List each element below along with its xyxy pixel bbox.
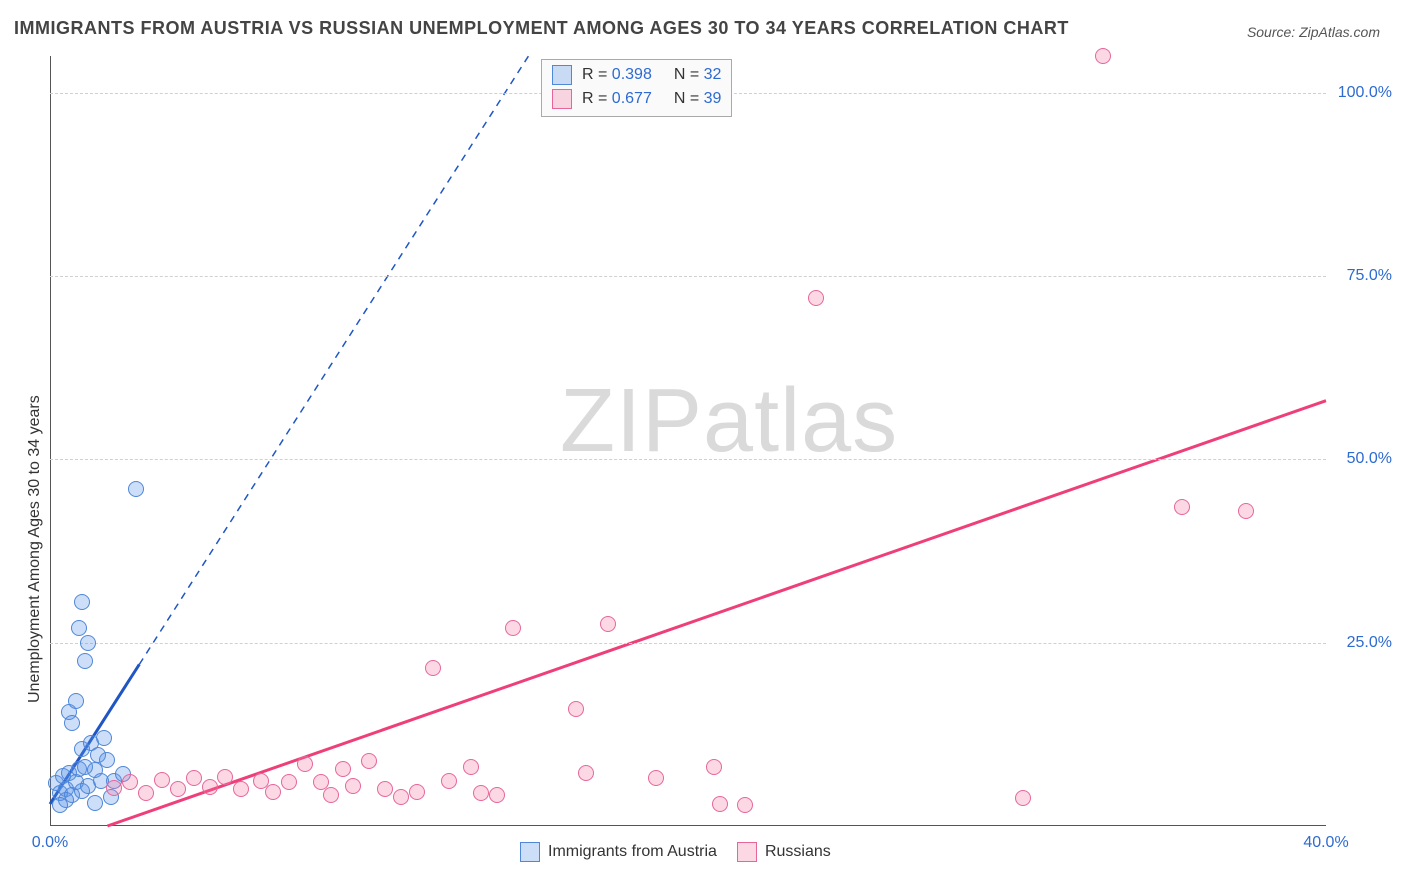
gridline [50, 643, 1326, 644]
y-tick-label: 25.0% [1332, 634, 1392, 652]
scatter-point [83, 735, 99, 751]
scatter-point [138, 785, 154, 801]
series-legend-item: Russians [737, 842, 831, 862]
x-tick-label-max: 40.0% [1303, 834, 1348, 852]
series-legend-label: Immigrants from Austria [548, 843, 717, 861]
scatter-point [712, 796, 728, 812]
scatter-point [186, 770, 202, 786]
scatter-point [80, 635, 96, 651]
scatter-point [1095, 48, 1111, 64]
scatter-point [505, 620, 521, 636]
scatter-point [489, 787, 505, 803]
series-legend: Immigrants from Austria Russians [520, 842, 831, 862]
scatter-point [233, 781, 249, 797]
legend-swatch [520, 842, 540, 862]
y-tick-label: 75.0% [1332, 267, 1392, 285]
trend-lines-layer [50, 56, 1326, 826]
series-legend-item: Immigrants from Austria [520, 842, 717, 862]
scatter-point [1238, 503, 1254, 519]
legend-n-value: N = 32 [674, 63, 722, 87]
legend-swatch [552, 65, 572, 85]
scatter-point [253, 773, 269, 789]
scatter-point [128, 481, 144, 497]
scatter-point [473, 785, 489, 801]
scatter-point [74, 594, 90, 610]
scatter-point [393, 789, 409, 805]
trend-line-dashed [139, 56, 528, 664]
scatter-point [217, 769, 233, 785]
y-tick-label: 50.0% [1332, 450, 1392, 468]
scatter-point [345, 778, 361, 794]
scatter-point [578, 765, 594, 781]
scatter-point [202, 779, 218, 795]
scatter-point [808, 290, 824, 306]
scatter-point [425, 660, 441, 676]
scatter-point [648, 770, 664, 786]
scatter-point [71, 620, 87, 636]
scatter-point [297, 756, 313, 772]
stats-legend: R = 0.398 N = 32 R = 0.677 N = 39 [541, 59, 732, 117]
scatter-point [99, 752, 115, 768]
scatter-point [77, 653, 93, 669]
scatter-point [737, 797, 753, 813]
scatter-point [281, 774, 297, 790]
scatter-point [87, 795, 103, 811]
gridline [50, 276, 1326, 277]
stats-legend-row: R = 0.677 N = 39 [552, 87, 721, 111]
scatter-point [361, 753, 377, 769]
scatter-point [170, 781, 186, 797]
scatter-point [409, 784, 425, 800]
gridline [50, 459, 1326, 460]
scatter-point [441, 773, 457, 789]
scatter-point [154, 772, 170, 788]
scatter-point [1174, 499, 1190, 515]
scatter-point [68, 693, 84, 709]
chart-plot-area: ZIPatlas 25.0%50.0%75.0%100.0%0.0%40.0% [50, 56, 1326, 826]
y-axis-label: Unemployment Among Ages 30 to 34 years [26, 395, 44, 703]
legend-swatch [552, 89, 572, 109]
scatter-point [706, 759, 722, 775]
scatter-point [52, 797, 68, 813]
scatter-point [568, 701, 584, 717]
source-citation: Source: ZipAtlas.com [1247, 24, 1380, 40]
x-tick-label-min: 0.0% [32, 834, 68, 852]
scatter-point [323, 787, 339, 803]
stats-legend-row: R = 0.398 N = 32 [552, 63, 721, 87]
scatter-point [265, 784, 281, 800]
scatter-point [122, 774, 138, 790]
scatter-point [64, 715, 80, 731]
y-tick-label: 100.0% [1332, 84, 1392, 102]
scatter-point [106, 780, 122, 796]
series-legend-label: Russians [765, 843, 831, 861]
legend-n-value: N = 39 [674, 87, 722, 111]
scatter-point [377, 781, 393, 797]
scatter-point [335, 761, 351, 777]
scatter-point [600, 616, 616, 632]
legend-r-value: R = 0.398 [582, 63, 652, 87]
scatter-point [463, 759, 479, 775]
scatter-point [1015, 790, 1031, 806]
legend-swatch [737, 842, 757, 862]
chart-title: IMMIGRANTS FROM AUSTRIA VS RUSSIAN UNEMP… [14, 18, 1069, 39]
legend-r-value: R = 0.677 [582, 87, 652, 111]
